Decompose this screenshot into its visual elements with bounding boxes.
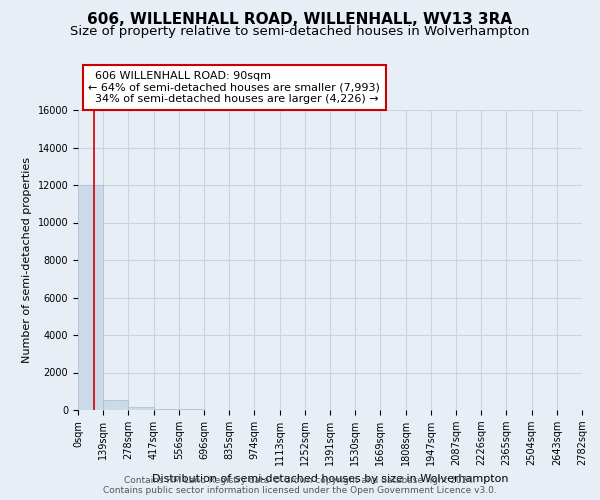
Bar (154, 408, 179, 410)
Bar (128, 407, 154, 410)
Text: Size of property relative to semi-detached houses in Wolverhampton: Size of property relative to semi-detach… (70, 25, 530, 38)
Text: 606 WILLENHALL ROAD: 90sqm
← 64% of semi-detached houses are smaller (7,993)
  3: 606 WILLENHALL ROAD: 90sqm ← 64% of semi… (88, 71, 380, 104)
Bar (78, 185, 103, 410)
Text: 606, WILLENHALL ROAD, WILLENHALL, WV13 3RA: 606, WILLENHALL ROAD, WILLENHALL, WV13 3… (88, 12, 512, 28)
Text: Contains public sector information licensed under the Open Government Licence v3: Contains public sector information licen… (103, 486, 497, 495)
Y-axis label: Number of semi-detached properties: Number of semi-detached properties (22, 157, 32, 363)
Text: Contains HM Land Registry data © Crown copyright and database right 2024.: Contains HM Land Registry data © Crown c… (124, 476, 476, 485)
X-axis label: Distribution of semi-detached houses by size in Wolverhampton: Distribution of semi-detached houses by … (152, 474, 508, 484)
Bar (103, 400, 128, 410)
